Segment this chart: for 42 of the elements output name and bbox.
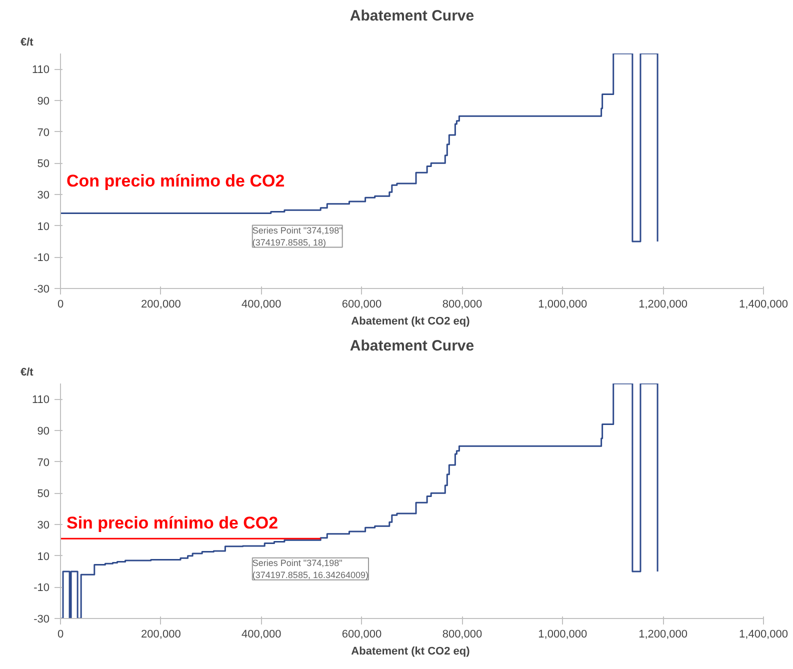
y-tick-label: 110 (32, 64, 50, 76)
x-tick-label: 200,000 (141, 298, 181, 310)
y-tick-label: -30 (34, 614, 50, 626)
y-tick-label: 10 (37, 220, 50, 233)
x-tick-label: 800,000 (442, 628, 482, 640)
y-tick-label: 110 (32, 394, 50, 406)
y-tick-label: 30 (37, 190, 50, 202)
x-tick-label: 400,000 (241, 628, 282, 640)
y-tick-label: 30 (37, 520, 50, 532)
annotation: Series Point "374,198" (374197.8585, 18) (252, 225, 342, 248)
x-tick-label: 1,200,000 (638, 628, 688, 640)
x-tick-label: 0 (57, 628, 64, 640)
x-tick-label: 1,400,000 (739, 628, 788, 640)
y-tick-label: 70 (37, 126, 50, 139)
y-tick-label: -30 (34, 284, 50, 296)
x-tick-label: 200,000 (141, 628, 181, 640)
annotation: Series Point "374,198" (374197.8585, 16.34264009) (252, 558, 369, 580)
annotation: Con precio mínimo de CO2 (66, 172, 285, 190)
x-tick-label: 400,000 (241, 298, 282, 310)
y-tick-label: -10 (34, 582, 50, 594)
x-axis-title: Abatement (kt CO2 eq) (351, 316, 470, 328)
y-axis-title: €/t (20, 366, 34, 378)
series-label: Sin precio mínimo de CO2 (66, 514, 278, 533)
y-tick-label: 70 (37, 456, 50, 469)
y-axis-title: €/t (20, 36, 34, 48)
y-tick-label: 50 (37, 488, 50, 500)
x-tick-label: 1,200,000 (638, 298, 688, 310)
y-tick-label: 90 (37, 426, 50, 438)
x-tick-label: 800,000 (442, 298, 482, 310)
chart-title: Abatement Curve (350, 338, 474, 354)
y-tick-label: -10 (34, 252, 50, 264)
chart-title: Abatement Curve (350, 8, 474, 24)
y-tick-label: 50 (37, 158, 50, 170)
x-tick-label: 600,000 (342, 628, 382, 640)
x-tick-label: 600,000 (342, 298, 382, 310)
x-tick-label: 1,400,000 (739, 298, 788, 310)
x-tick-label: 1,000,000 (538, 298, 588, 310)
x-tick-label: 1,000,000 (538, 628, 588, 640)
y-tick-label: 10 (37, 550, 50, 563)
x-axis-title: Abatement (kt CO2 eq) (351, 646, 470, 658)
x-tick-label: 0 (57, 298, 64, 310)
y-tick-label: 90 (37, 96, 50, 108)
